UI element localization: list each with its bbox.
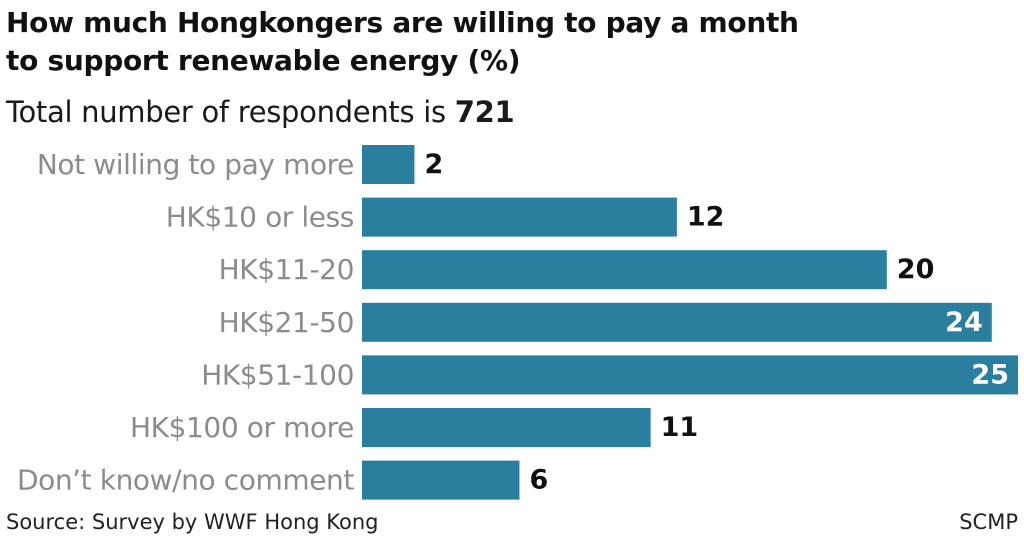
value-label: 6: [529, 465, 548, 496]
chart-title: How much Hongkongers are willing to pay …: [6, 4, 799, 80]
category-label: HK$10 or less: [166, 201, 354, 234]
bar: [362, 408, 651, 447]
category-label: HK$51-100: [201, 358, 354, 391]
bar: [362, 302, 992, 342]
bar: [362, 197, 677, 237]
subtitle-text: Total number of respondents is: [6, 95, 455, 129]
respondent-count: 721: [454, 95, 515, 129]
bar: [362, 145, 415, 184]
value-label: 20: [897, 254, 935, 285]
category-label: HK$21-50: [219, 306, 354, 339]
value-label: 11: [661, 412, 699, 443]
value-label: 24: [945, 307, 983, 338]
category-label: HK$11-20: [219, 253, 354, 286]
chart-title-line-2: to support renewable energy (%): [6, 44, 521, 77]
category-label: Don’t know/no comment: [17, 464, 354, 497]
source-note: Source: Survey by WWF Hong Kong: [6, 510, 379, 534]
category-label: Not willing to pay more: [37, 148, 354, 181]
bar: [362, 355, 1018, 395]
chart-title-line-1: How much Hongkongers are willing to pay …: [6, 6, 799, 39]
value-label: 12: [687, 202, 725, 233]
chart-subtitle: Total number of respondents is 721: [6, 92, 515, 132]
publisher-credit: SCMP: [959, 510, 1018, 534]
value-label: 2: [424, 149, 443, 180]
bar: [362, 460, 520, 500]
category-label: HK$100 or more: [130, 411, 354, 444]
value-label: 25: [971, 359, 1009, 390]
bar: [362, 250, 887, 290]
